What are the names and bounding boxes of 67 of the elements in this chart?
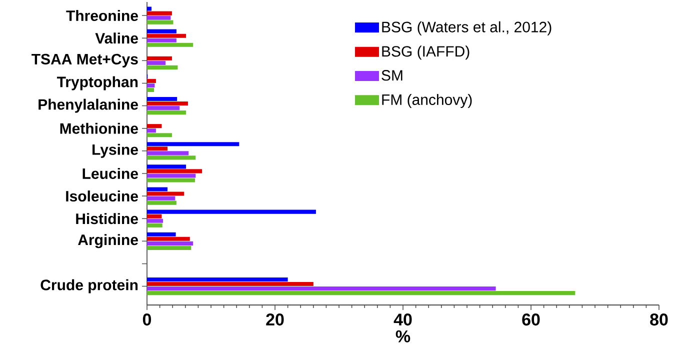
x-tick-label: 20 <box>266 314 284 326</box>
bar <box>147 178 195 182</box>
bar <box>147 128 156 133</box>
bar <box>147 142 240 146</box>
legend-label: SM <box>382 70 402 81</box>
bar <box>147 96 178 102</box>
bar <box>147 246 192 250</box>
bar <box>147 156 196 160</box>
bar <box>147 110 186 115</box>
y-tick-label: Tryptophan <box>56 76 138 90</box>
bar <box>147 218 163 223</box>
bar <box>147 42 194 47</box>
bar <box>147 210 316 214</box>
x-tick-label: 60 <box>522 314 540 326</box>
bar <box>147 146 168 151</box>
y-tick-label: Leucine <box>82 168 138 179</box>
bar <box>147 38 176 42</box>
bar <box>147 241 194 246</box>
x-tick-label: 40 <box>394 314 412 326</box>
bar <box>147 6 152 11</box>
legend-label: FM (anchovy) <box>382 94 472 108</box>
bar <box>147 174 196 178</box>
bar <box>147 56 172 60</box>
bar <box>147 78 156 83</box>
bar <box>147 192 184 196</box>
y-tick-label: Valine <box>95 32 138 44</box>
y-tick-label: Methionine <box>60 122 138 134</box>
y-tick-label: Phenylalanine <box>38 98 138 113</box>
x-tick-label: 80 <box>650 314 668 326</box>
bar <box>147 236 190 241</box>
bar <box>147 187 168 192</box>
y-tick-label: Arginine <box>78 234 138 248</box>
y-tick-label: Lysine <box>92 144 138 158</box>
bar <box>147 60 166 65</box>
bar <box>147 277 288 282</box>
bar <box>147 200 176 205</box>
bar <box>147 106 180 110</box>
bar <box>147 291 576 296</box>
bar <box>147 65 178 70</box>
bar <box>147 169 202 174</box>
bar <box>147 11 172 16</box>
bar <box>147 16 171 20</box>
y-tick-label: Histidine <box>76 213 138 224</box>
bar <box>147 196 176 200</box>
bar <box>147 232 176 236</box>
legend-label: BSG (Waters et al., 2012) <box>382 21 552 36</box>
bar <box>147 133 172 138</box>
bar <box>147 151 189 156</box>
bar <box>147 223 162 228</box>
bar <box>147 20 174 24</box>
bar <box>147 29 176 34</box>
y-tick-label: Isoleucine <box>66 190 138 202</box>
x-axis-title: % <box>396 330 410 342</box>
y-tick-label: Crude protein <box>40 279 138 294</box>
bar <box>147 214 162 218</box>
bar <box>147 286 496 291</box>
x-tick-label: 0 <box>142 314 152 326</box>
bar <box>147 34 186 38</box>
bar <box>147 282 314 286</box>
bar <box>147 88 154 92</box>
y-tick-label: Threonine <box>66 10 138 22</box>
y-tick-label: TSAA Met+Cys <box>32 54 138 68</box>
legend-label: BSG (IAFFD) <box>382 46 470 60</box>
bar <box>147 164 186 169</box>
bar <box>147 124 162 128</box>
bar <box>147 83 155 88</box>
bar <box>147 101 188 106</box>
